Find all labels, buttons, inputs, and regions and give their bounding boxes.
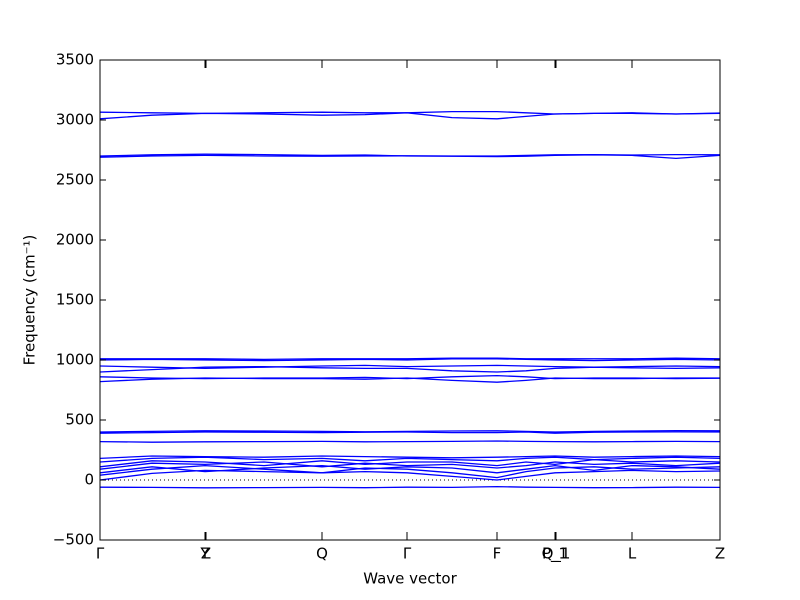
band-line bbox=[99, 458, 721, 468]
band-line bbox=[100, 357, 721, 361]
x-tick-label: Z bbox=[715, 545, 725, 563]
x-tick-label: F bbox=[493, 545, 502, 563]
band-line bbox=[99, 364, 721, 370]
plot-frame bbox=[99, 59, 721, 541]
band-line bbox=[99, 110, 721, 115]
band-line bbox=[99, 464, 721, 479]
x-axis-label: Wave vector bbox=[363, 570, 457, 588]
y-axis-label: Frequency (cm⁻¹) bbox=[21, 235, 39, 366]
y-tick-label: 1000 bbox=[56, 351, 94, 369]
y-tick-label: 500 bbox=[65, 411, 94, 429]
x-tick-label: Z bbox=[201, 545, 211, 563]
x-tick-label: P_1 bbox=[542, 545, 568, 564]
x-tick-label: Q bbox=[316, 545, 328, 563]
y-tick-label: 3500 bbox=[56, 51, 94, 69]
band-line bbox=[99, 455, 721, 460]
y-tick-label: 2500 bbox=[56, 171, 94, 189]
band-line bbox=[99, 456, 721, 463]
band-line bbox=[99, 431, 721, 434]
band-line bbox=[99, 429, 721, 433]
band-line bbox=[99, 153, 721, 157]
band-line bbox=[99, 374, 721, 380]
y-tick-label: 2000 bbox=[56, 231, 94, 249]
y-tick-label: 3000 bbox=[56, 111, 94, 129]
x-tick-label: Q_1 bbox=[542, 545, 571, 564]
band-line bbox=[99, 365, 721, 373]
x-tick-label: Γ bbox=[403, 545, 412, 563]
y-tick-label: −500 bbox=[53, 531, 94, 549]
x-tick-label: Γ bbox=[96, 545, 105, 563]
x-tick-label: L bbox=[628, 545, 637, 563]
band-line bbox=[99, 440, 721, 443]
y-tick-label: 0 bbox=[84, 471, 94, 489]
band-line bbox=[99, 485, 721, 489]
x-tick-label: Y bbox=[199, 545, 210, 563]
band-line bbox=[99, 469, 721, 481]
y-tick-label: 1500 bbox=[56, 291, 94, 309]
band-line bbox=[99, 464, 721, 474]
